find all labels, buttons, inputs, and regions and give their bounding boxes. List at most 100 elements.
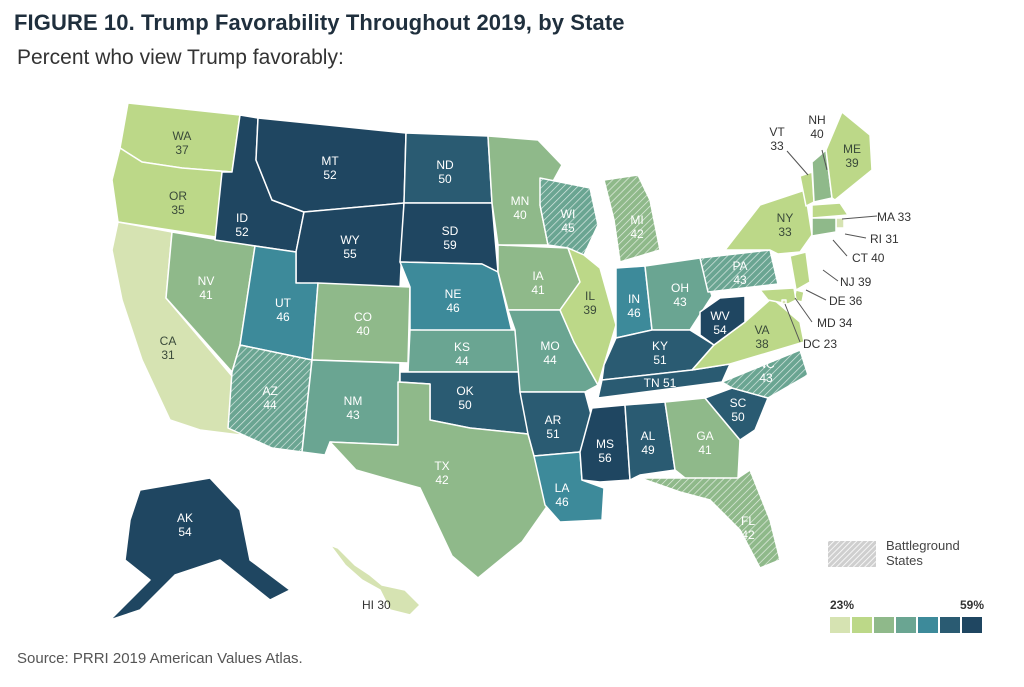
- state-label-hi: HI 30: [362, 598, 391, 612]
- color-scale: [830, 617, 982, 633]
- state-label-in-value: 46: [627, 306, 641, 320]
- state-label-in-abbr: IN: [628, 292, 640, 306]
- state-tn: [597, 363, 731, 399]
- callout-lines: [784, 149, 878, 343]
- state-label-ut-abbr: UT: [275, 296, 292, 310]
- state-label-ia-value: 41: [531, 283, 545, 297]
- labels-layer: WA37OR35CA31NV41ID52MT52WY55UT46AZ44CO40…: [160, 113, 912, 612]
- state-label-il-value: 39: [583, 303, 597, 317]
- scale-swatch-6: [940, 617, 960, 633]
- state-label-nv-abbr: NV: [198, 274, 215, 288]
- state-label-ok-abbr: OK: [456, 384, 473, 398]
- state-label-mi-value: 42: [630, 227, 644, 241]
- state-label-vt-abbr: VT: [769, 125, 785, 139]
- state-ri: [835, 217, 845, 229]
- state-al: [624, 401, 676, 481]
- state-label-tx-value: 42: [435, 473, 449, 487]
- state-label-ne-abbr: NE: [445, 287, 462, 301]
- state-label-ks-abbr: KS: [454, 340, 470, 354]
- state-label-id-abbr: ID: [236, 211, 248, 225]
- state-label-ma: MA 33: [877, 210, 911, 224]
- state-label-ar-value: 51: [546, 427, 560, 441]
- state-label-sd-value: 59: [443, 238, 457, 252]
- state-label-ks-value: 44: [455, 354, 469, 368]
- state-label-me-value: 39: [845, 156, 859, 170]
- state-mi-battleground-hatch: [604, 175, 660, 262]
- state-label-wv-value: 54: [713, 323, 727, 337]
- scale-swatch-4: [896, 617, 916, 633]
- state-ny: [724, 189, 813, 255]
- state-label-ia-abbr: IA: [532, 269, 543, 283]
- state-label-wi-value: 45: [561, 221, 575, 235]
- state-label-co-abbr: CO: [354, 310, 372, 324]
- state-label-nh-value: 40: [810, 127, 824, 141]
- state-label-wy-value: 55: [343, 247, 357, 261]
- state-wv: [699, 295, 746, 346]
- state-label-ri: RI 31: [870, 232, 899, 246]
- state-label-dc: DC 23: [803, 337, 837, 351]
- state-va: [691, 297, 805, 371]
- state-label-mn-value: 40: [513, 208, 527, 222]
- state-label-az-value: 44: [263, 398, 277, 412]
- state-md: [759, 287, 797, 305]
- state-label-az-abbr: AZ: [262, 384, 277, 398]
- figure-title: FIGURE 10. Trump Favorability Throughout…: [14, 10, 625, 35]
- scale-max-label: 59%: [960, 598, 985, 612]
- state-label-or-value: 35: [171, 203, 185, 217]
- state-label-ga-value: 41: [698, 443, 712, 457]
- state-label-wi-abbr: WI: [561, 207, 576, 221]
- state-label-la-abbr: LA: [555, 481, 570, 495]
- state-label-nm-abbr: NM: [344, 394, 363, 408]
- state-label-pa-abbr: PA: [732, 259, 747, 273]
- state-label-fl-value: 42: [741, 528, 755, 542]
- figure-subtitle: Percent who view Trump favorably:: [17, 46, 344, 69]
- state-label-ms-abbr: MS: [596, 437, 614, 451]
- scale-swatch-5: [918, 617, 938, 633]
- scale-swatch-7: [962, 617, 982, 633]
- state-label-nm-value: 43: [346, 408, 360, 422]
- state-label-fl-abbr: FL: [741, 514, 755, 528]
- state-label-mi-abbr: MI: [630, 213, 643, 227]
- state-label-id-value: 52: [235, 225, 249, 239]
- state-label-vt-value: 33: [770, 139, 784, 153]
- state-az-battleground-hatch: [228, 345, 312, 452]
- state-label-ny-value: 33: [778, 225, 792, 239]
- state-label-ak-abbr: AK: [177, 511, 193, 525]
- source-note: Source: PRRI 2019 American Values Atlas.: [17, 650, 303, 667]
- state-il: [559, 247, 617, 386]
- state-label-sd-abbr: SD: [442, 224, 459, 238]
- scale-swatch-3: [874, 617, 894, 633]
- state-label-wy-abbr: WY: [340, 233, 359, 247]
- state-label-oh-abbr: OH: [671, 281, 689, 295]
- state-label-mt-value: 52: [323, 168, 337, 182]
- state-label-va-abbr: VA: [754, 323, 769, 337]
- state-label-sc-value: 50: [731, 410, 745, 424]
- state-label-nj: NJ 39: [840, 275, 872, 289]
- state-label-il-abbr: IL: [585, 289, 595, 303]
- scale-swatch-1: [830, 617, 850, 633]
- states-layer: [109, 102, 873, 621]
- state-label-oh-value: 43: [673, 295, 687, 309]
- state-label-mo-abbr: MO: [540, 339, 559, 353]
- state-label-ky-value: 51: [653, 353, 667, 367]
- state-wi-battleground-hatch: [540, 178, 598, 255]
- state-sc: [704, 387, 769, 441]
- state-label-ca-abbr: CA: [160, 334, 177, 348]
- state-label-de: DE 36: [829, 294, 863, 308]
- state-label-mt-abbr: MT: [321, 154, 339, 168]
- state-label-la-value: 46: [555, 495, 569, 509]
- state-label-nd-value: 50: [438, 172, 452, 186]
- state-label-tn: TN 51: [644, 376, 677, 390]
- battleground-legend: Battleground States: [886, 538, 960, 568]
- state-label-wa-value: 37: [175, 143, 189, 157]
- state-label-me-abbr: ME: [843, 142, 861, 156]
- scale-swatch-2: [852, 617, 872, 633]
- state-label-pa-value: 43: [733, 273, 747, 287]
- state-label-al-value: 49: [641, 443, 655, 457]
- state-nc-battleground-hatch: [722, 350, 808, 398]
- state-label-nc-abbr: NC: [757, 357, 775, 371]
- state-label-ky-abbr: KY: [652, 339, 668, 353]
- state-hi: [329, 544, 421, 616]
- state-fl-battleground-hatch: [640, 470, 780, 568]
